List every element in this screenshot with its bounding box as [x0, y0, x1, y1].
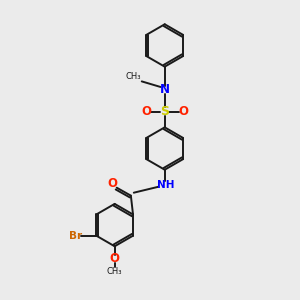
Text: Br: Br [69, 231, 82, 241]
Text: N: N [160, 83, 170, 96]
Text: O: O [107, 177, 117, 190]
Text: O: O [178, 105, 188, 118]
Text: O: O [142, 105, 152, 118]
Text: CH₃: CH₃ [107, 267, 122, 276]
Text: S: S [160, 105, 169, 118]
Text: NH: NH [158, 180, 175, 190]
Text: CH₃: CH₃ [125, 72, 141, 81]
Text: O: O [110, 252, 120, 265]
